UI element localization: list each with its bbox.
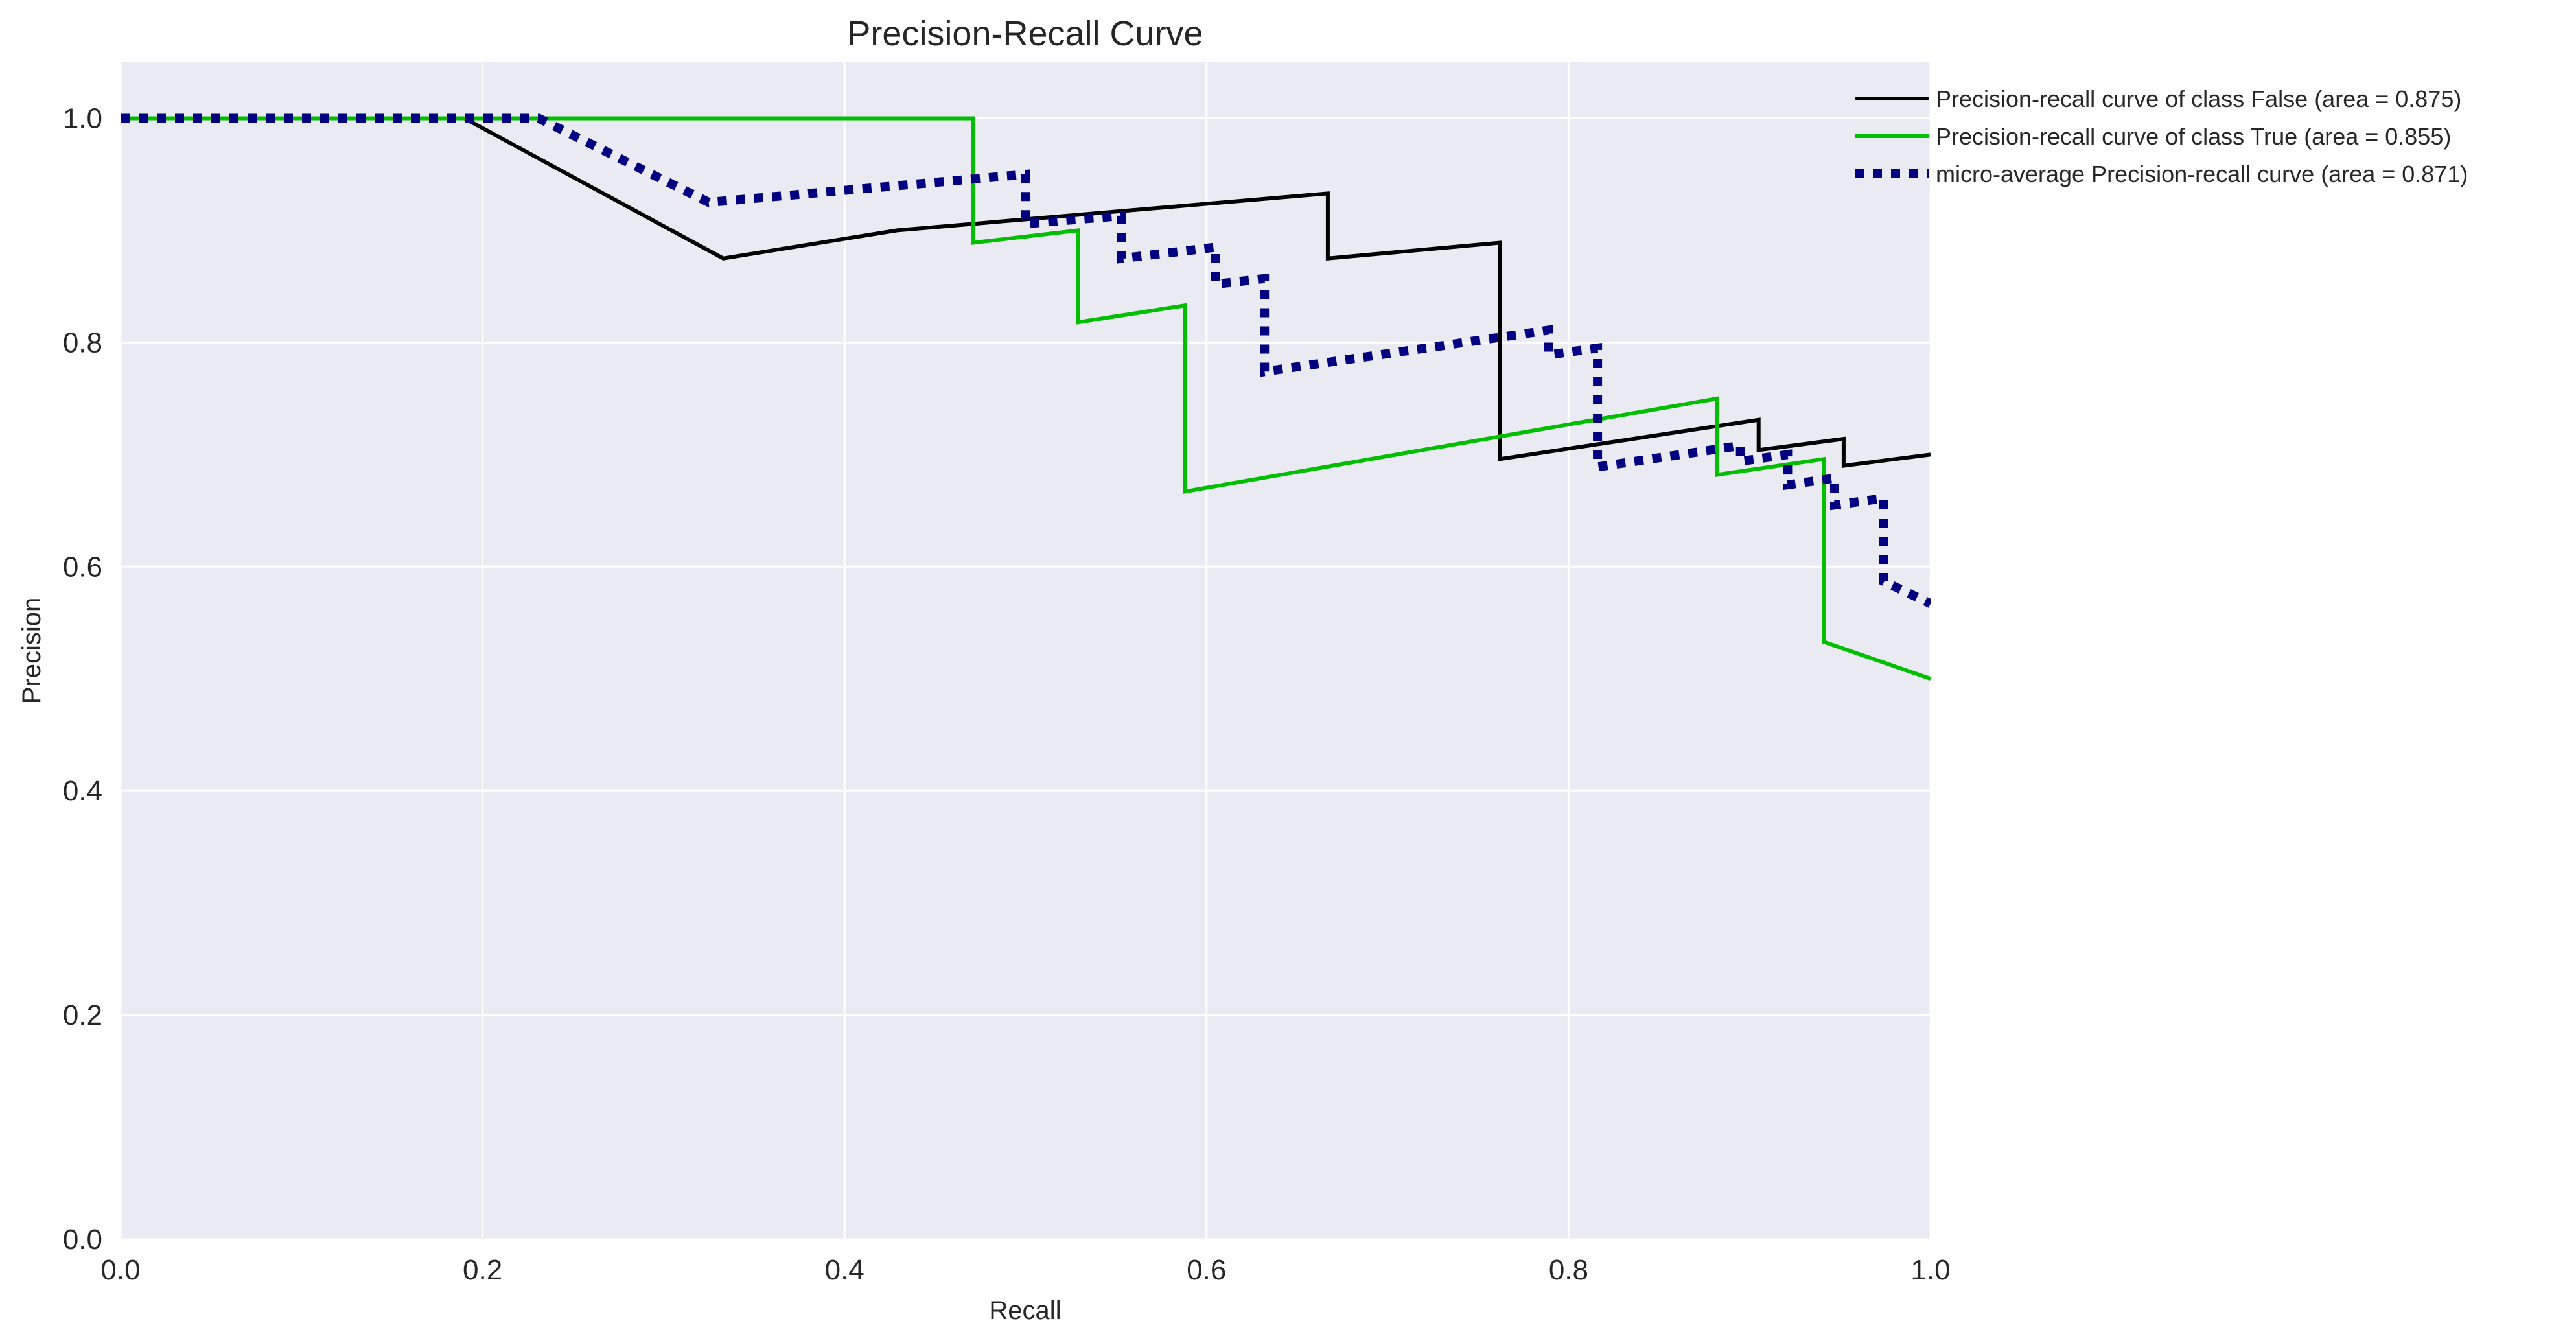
x-tick-label: 0.4: [825, 1254, 864, 1286]
y-tick-label: 0.6: [63, 551, 102, 583]
series-layer: [121, 113, 1931, 681]
x-axis-label: Recall: [989, 1296, 1061, 1325]
legend-label-2: micro-average Precision-recall curve (ar…: [1936, 161, 2468, 187]
x-tick-label: 1.0: [1910, 1254, 1950, 1286]
legend-label-1: Precision-recall curve of class True (ar…: [1936, 123, 2451, 150]
series-line-0: [121, 116, 1931, 469]
x-tick-label: 0.2: [463, 1254, 502, 1286]
plot-area: [121, 62, 1931, 1239]
y-tick-label: 0.0: [63, 1224, 102, 1255]
tick-labels: 0.0 0.2 0.4 0.6 0.8 1.0 0.0 0.2 0.4 0.6 0.8 1.0: [63, 102, 1951, 1286]
grid-lines: [119, 62, 1932, 1241]
x-tick-label: 0.0: [100, 1254, 140, 1286]
y-tick-label: 0.2: [63, 999, 102, 1031]
x-tick-label: 0.6: [1187, 1254, 1226, 1286]
y-tick-label: 0.4: [63, 775, 102, 807]
series-line-2: [121, 113, 1931, 608]
y-axis-label: Precision: [17, 598, 46, 705]
series-line-1: [121, 116, 1931, 681]
y-tick-label: 1.0: [63, 102, 102, 134]
legend-label-0: Precision-recall curve of class False (a…: [1936, 86, 2461, 112]
chart-title: Precision-Recall Curve: [847, 14, 1203, 53]
legend: Precision-recall curve of class False (a…: [1855, 86, 2468, 187]
x-tick-label: 0.8: [1549, 1254, 1588, 1286]
y-tick-label: 0.8: [63, 327, 102, 358]
